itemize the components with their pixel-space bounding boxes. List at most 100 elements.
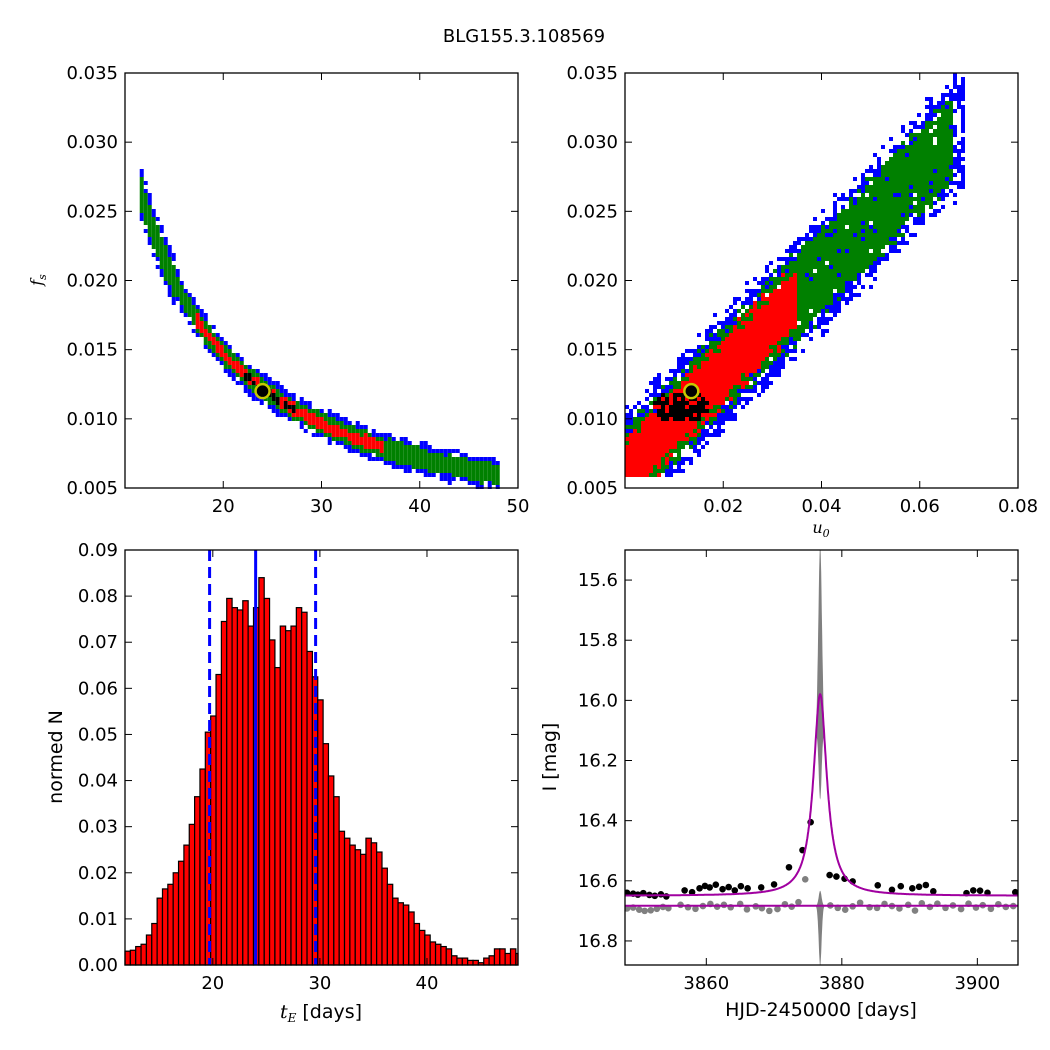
panel1-ytick-label: 0.015 [66, 340, 118, 361]
panel1-heat-cell [479, 457, 484, 461]
panel2-heat-cell [709, 409, 713, 413]
panel1-heat-cell [447, 477, 452, 481]
panel1-heat-cell [175, 297, 180, 301]
panel2-heat-cell [761, 329, 765, 333]
panel2-heat-cell [725, 309, 729, 313]
panel1-heat-cell [383, 445, 388, 449]
panel1-heat-cell [243, 377, 248, 381]
panel2-heat-cell [693, 429, 697, 433]
panel1-heat-cell [443, 449, 448, 453]
panel2-heat-cell [649, 441, 653, 445]
panel2-heat-cell [741, 301, 745, 305]
panel1-heat-cell [223, 369, 228, 373]
panel2-heat-cell [733, 405, 737, 409]
panel2-heat-cell [749, 309, 753, 313]
black-data-point [976, 887, 984, 895]
panel2-heat-cell [793, 313, 797, 317]
panel2-heat-cell [945, 169, 949, 173]
panel2-heat-cell [673, 405, 677, 409]
panel2-heat-cell [681, 433, 685, 437]
panel2-heat-cell [781, 345, 785, 349]
panel2-heat-cell [901, 161, 905, 165]
panel2-heat-cell [845, 237, 849, 241]
panel2-heat-cell [669, 401, 673, 405]
panel1-heat-cell [163, 249, 168, 253]
panel2-heat-cell [913, 125, 917, 129]
panel2-heat-cell [901, 185, 905, 189]
panel2-xtick-label: 0.02 [703, 496, 743, 517]
panel2-heat-cell [845, 209, 849, 213]
panel2-heat-cell [941, 113, 945, 117]
panel2-heat-cell [753, 381, 757, 385]
panel2-heat-cell [821, 277, 825, 281]
panel2-heat-cell [661, 421, 665, 425]
panel2-heat-cell [865, 257, 869, 261]
panel2-heat-cell [661, 405, 665, 409]
panel2-heat-cell [873, 153, 877, 157]
panel2-heat-cell [945, 105, 949, 109]
panel1-heat-cell [275, 409, 280, 413]
panel2-heat-cell [805, 317, 809, 321]
panel2-heat-cell [869, 245, 873, 249]
panel2-heat-cell [657, 433, 661, 437]
panel2-heat-cell [625, 405, 629, 409]
panel2-heat-cell [913, 137, 917, 141]
panel2-heat-cell [669, 421, 673, 425]
panel2-ytick-label: 0.015 [566, 340, 618, 361]
panel2-heat-cell [841, 297, 845, 301]
panel2-heat-cell [961, 173, 965, 177]
panel2-heat-cell [713, 381, 717, 385]
panel2-heat-cell [861, 241, 865, 245]
panel2-heat-cell [721, 373, 725, 377]
panel1-heat-cell [367, 457, 372, 461]
panel2-heat-cell [765, 313, 769, 317]
panel1-heat-cell [435, 461, 440, 465]
panel1-heat-cell [327, 425, 332, 429]
panel2-heat-cell [645, 457, 649, 461]
panel2-heat-cell [669, 465, 673, 469]
panel1-heat-cell [367, 441, 372, 445]
panel2-heat-cell [665, 473, 669, 477]
panel2-heat-cell [749, 365, 753, 369]
panel2-heat-cell [841, 241, 845, 245]
panel2-heat-cell [889, 165, 893, 169]
panel1-heat-cell [375, 437, 380, 441]
panel1-heat-cell [367, 453, 372, 457]
panel2-heat-cell [829, 293, 833, 297]
panel2-heat-cell [925, 181, 929, 185]
panel2-heat-cell [893, 161, 897, 165]
panel2-heat-cell [861, 181, 865, 185]
panel2-heat-cell [761, 325, 765, 329]
panel2-heat-cell [701, 445, 705, 449]
panel3-frame [124, 549, 519, 966]
panel2-heat-cell [757, 393, 761, 397]
panel1-heat-cell [439, 469, 444, 473]
panel1-heat-cell [179, 309, 184, 313]
panel2-heat-cell [857, 265, 861, 269]
panel1-heat-cell [263, 397, 268, 401]
panel1-heat-cell [291, 405, 296, 409]
panel1-heat-cell [395, 457, 400, 461]
panel2-heat-cell [917, 145, 921, 149]
panel2-heat-cell [865, 169, 869, 173]
panel1-heat-cell [407, 457, 412, 461]
grey-data-point [795, 898, 802, 906]
grey-data-point [911, 907, 919, 914]
panel2-heat-cell [781, 309, 785, 313]
panel2-heat-cell [817, 285, 821, 289]
panel2-heat-cell [685, 425, 689, 429]
panel1-heat-cell [143, 221, 148, 225]
histogram-bar [167, 883, 174, 966]
panel2-heat-cell [941, 157, 945, 161]
panel1-heat-cell [179, 281, 184, 285]
panel2-heat-cell [729, 397, 733, 401]
panel1-heat-cell [203, 321, 208, 325]
panel1-heat-cell [291, 397, 296, 401]
panel2-heat-cell [773, 329, 777, 333]
histogram-bar [194, 796, 201, 966]
panel1-heat-cell [403, 461, 408, 465]
panel2-heat-cell [841, 269, 845, 273]
panel1-heat-cell [287, 413, 292, 417]
panel1-heat-cell [247, 393, 252, 397]
panel2-heat-cell [633, 453, 637, 457]
